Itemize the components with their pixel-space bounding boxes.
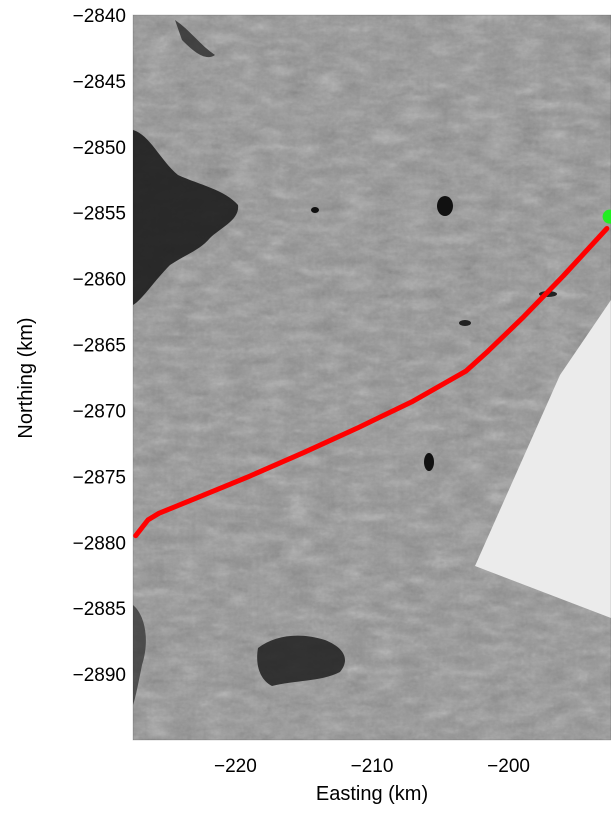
marker-layer — [602, 209, 611, 224]
plot-frame — [132, 14, 611, 741]
y-tick-label: −2865 — [73, 336, 126, 357]
x-tick-label: −200 — [487, 756, 530, 777]
x-axis-title: Easting (km) — [316, 783, 428, 805]
y-tick-label: −2840 — [73, 6, 126, 27]
y-tick-labels: −2840 −2845 −2850 −2855 −2860 −2865 −2870 −2875… — [73, 6, 126, 686]
y-tick-label: −2845 — [73, 72, 126, 93]
satellite-background — [133, 15, 611, 740]
x-tick-label: −210 — [351, 756, 394, 777]
y-tick-label: −2850 — [73, 138, 126, 159]
y-tick-label: −2860 — [73, 270, 126, 291]
y-tick-label: −2880 — [73, 533, 126, 554]
x-tick-label: −220 — [214, 756, 257, 777]
y-tick-label: −2890 — [73, 665, 126, 686]
y-tick-label: −2855 — [73, 204, 126, 225]
endpoint-marker — [602, 209, 611, 224]
track-line — [133, 226, 610, 539]
y-tick-label: −2885 — [73, 599, 126, 620]
y-axis-title: Northing (km) — [15, 317, 37, 438]
y-tick-label: −2875 — [73, 467, 126, 488]
x-tick-labels: −220 −210 −200 — [214, 756, 530, 777]
y-tick-label: −2870 — [73, 401, 126, 422]
